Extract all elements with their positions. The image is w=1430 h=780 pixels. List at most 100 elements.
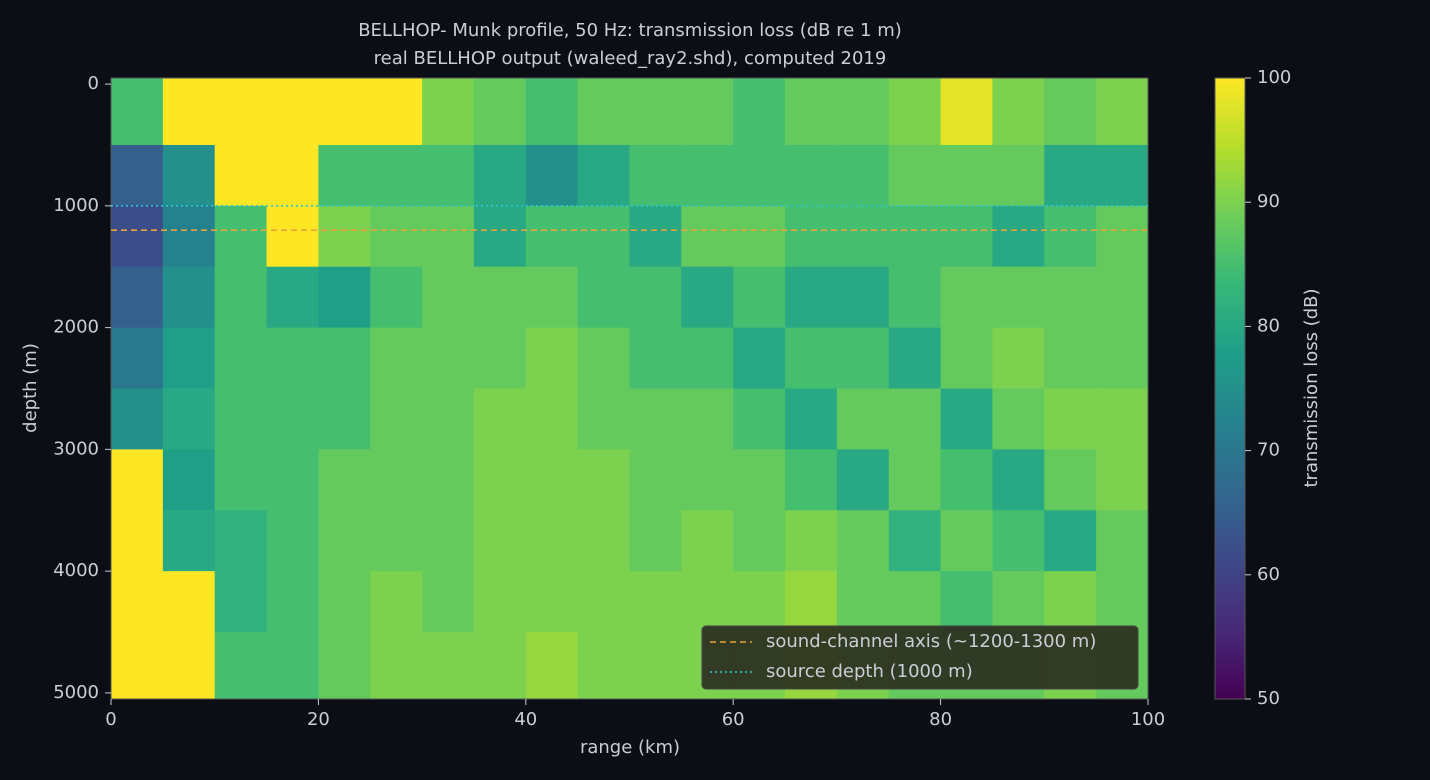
- heatmap-cell: [629, 144, 682, 207]
- heatmap-cell: [162, 510, 216, 572]
- heatmap-cell: [370, 144, 423, 207]
- heatmap-cell: [681, 510, 734, 572]
- x-tick-label: 0: [105, 709, 116, 730]
- heatmap-cell: [785, 144, 838, 207]
- heatmap-cell: [111, 632, 164, 700]
- heatmap-cell: [473, 510, 527, 572]
- heatmap-cell: [266, 571, 319, 633]
- heatmap-cell: [992, 388, 1045, 450]
- heatmap-cell: [422, 571, 475, 633]
- heatmap-cell: [525, 388, 579, 450]
- heatmap-cell: [681, 144, 734, 207]
- heatmap-cell: [525, 144, 579, 207]
- heatmap-cell: [940, 571, 993, 633]
- heatmap-cell: [162, 449, 216, 511]
- y-tick-label: 5000: [53, 682, 99, 703]
- heatmap-cell: [888, 571, 942, 633]
- heatmap-cell: [1044, 78, 1097, 146]
- heatmap-cell: [422, 449, 475, 511]
- heatmap-cell: [836, 78, 890, 146]
- colorbar-tick-label: 100: [1257, 67, 1291, 88]
- heatmap-cell: [629, 327, 682, 389]
- heatmap-cell: [629, 449, 682, 511]
- heatmap-cell: [1096, 571, 1149, 633]
- heatmap-cell: [370, 266, 423, 329]
- heatmap-cell: [473, 327, 527, 389]
- y-tick-label: 0: [88, 73, 99, 94]
- heatmap-cell: [836, 327, 890, 389]
- heatmap-cell: [111, 78, 164, 146]
- heatmap-cell: [370, 632, 423, 700]
- heatmap-cell: [370, 388, 423, 450]
- heatmap-cell: [111, 327, 164, 389]
- heatmap-cell: [473, 144, 527, 207]
- heatmap-cell: [836, 144, 890, 207]
- heatmap-cell: [629, 510, 682, 572]
- heatmap-cell: [992, 78, 1045, 146]
- heatmap-cell: [266, 205, 319, 268]
- heatmap-cell: [525, 571, 579, 633]
- heatmap-cell: [422, 327, 475, 389]
- legend-box: [701, 625, 1139, 690]
- heatmap-cell: [836, 205, 890, 268]
- heatmap-cell: [577, 388, 630, 450]
- heatmap-cell: [733, 388, 786, 450]
- heatmap-cell: [733, 144, 786, 207]
- heatmap-cell: [214, 388, 268, 450]
- heatmap-cell: [1096, 388, 1149, 450]
- chart-subtitle: real BELLHOP output (waleed_ray2.shd), c…: [374, 48, 887, 69]
- heatmap-cell: [836, 449, 890, 511]
- heatmap-cell: [473, 78, 527, 146]
- heatmap-cell: [525, 632, 579, 700]
- heatmap-cell: [1096, 144, 1149, 207]
- heatmap-cell: [785, 327, 838, 389]
- heatmap-cell: [1044, 327, 1097, 389]
- heatmap-cell: [1096, 449, 1149, 511]
- heatmap-cell: [940, 144, 993, 207]
- heatmap-cell: [318, 571, 371, 633]
- colorbar-tick-label: 90: [1257, 191, 1280, 212]
- heatmap-cell: [836, 388, 890, 450]
- heatmap-cell: [266, 327, 319, 389]
- colorbar: [1214, 77, 1246, 700]
- heatmap-cell: [888, 327, 942, 389]
- colorbar-tick-label: 50: [1257, 688, 1280, 709]
- heatmap-cell: [940, 205, 993, 268]
- legend-label: source depth (1000 m): [766, 661, 973, 682]
- heatmap-cell: [785, 388, 838, 450]
- y-tick-label: 4000: [53, 560, 99, 581]
- heatmap-cell: [473, 205, 527, 268]
- heatmap-cell: [681, 388, 734, 450]
- heatmap-cell: [525, 327, 579, 389]
- heatmap-cell: [266, 388, 319, 450]
- y-tick-label: 1000: [53, 195, 99, 216]
- heatmap-cell: [162, 632, 216, 700]
- heatmap-cell: [785, 510, 838, 572]
- heatmap-cell: [162, 388, 216, 450]
- heatmap-cell: [681, 266, 734, 329]
- heatmap-cell: [940, 78, 993, 146]
- x-axis-label: range (km): [580, 737, 680, 758]
- heatmap-cell: [318, 205, 371, 268]
- heatmap-cell: [577, 632, 630, 700]
- heatmap-cell: [629, 266, 682, 329]
- heatmap-cell: [318, 510, 371, 572]
- heatmap-cell: [473, 449, 527, 511]
- heatmap-cell: [1096, 510, 1149, 572]
- heatmap-cell: [992, 510, 1045, 572]
- heatmap-cell: [1044, 449, 1097, 511]
- heatmap-cell: [733, 205, 786, 268]
- heatmap-cell: [940, 266, 993, 329]
- plot-frame: [110, 77, 1149, 700]
- heatmap-cell: [266, 449, 319, 511]
- heatmap-cell: [111, 449, 164, 511]
- heatmap-cell: [992, 449, 1045, 511]
- heatmap-cell: [629, 632, 682, 700]
- heatmap-cell: [266, 632, 319, 700]
- heatmap-cell: [733, 266, 786, 329]
- heatmap-cell: [111, 388, 164, 450]
- heatmap-cell: [111, 266, 164, 329]
- heatmap-cell: [214, 266, 268, 329]
- heatmap-cell: [1044, 388, 1097, 450]
- chart-title: BELLHOP- Munk profile, 50 Hz: transmissi…: [358, 20, 902, 41]
